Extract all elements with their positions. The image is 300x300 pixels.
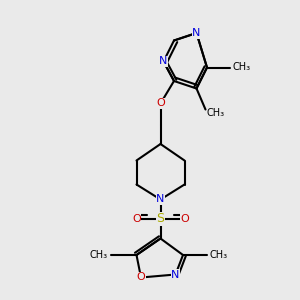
- Text: O: O: [156, 98, 165, 109]
- Text: CH₃: CH₃: [207, 107, 225, 118]
- Text: S: S: [157, 212, 164, 226]
- Text: O: O: [180, 214, 189, 224]
- Text: CH₃: CH₃: [232, 62, 250, 73]
- Text: CH₃: CH₃: [90, 250, 108, 260]
- Text: N: N: [171, 269, 180, 280]
- Text: O: O: [132, 214, 141, 224]
- Text: N: N: [159, 56, 168, 67]
- Text: N: N: [156, 194, 165, 205]
- Text: CH₃: CH₃: [210, 250, 228, 260]
- Text: N: N: [192, 28, 201, 38]
- Text: O: O: [136, 272, 146, 283]
